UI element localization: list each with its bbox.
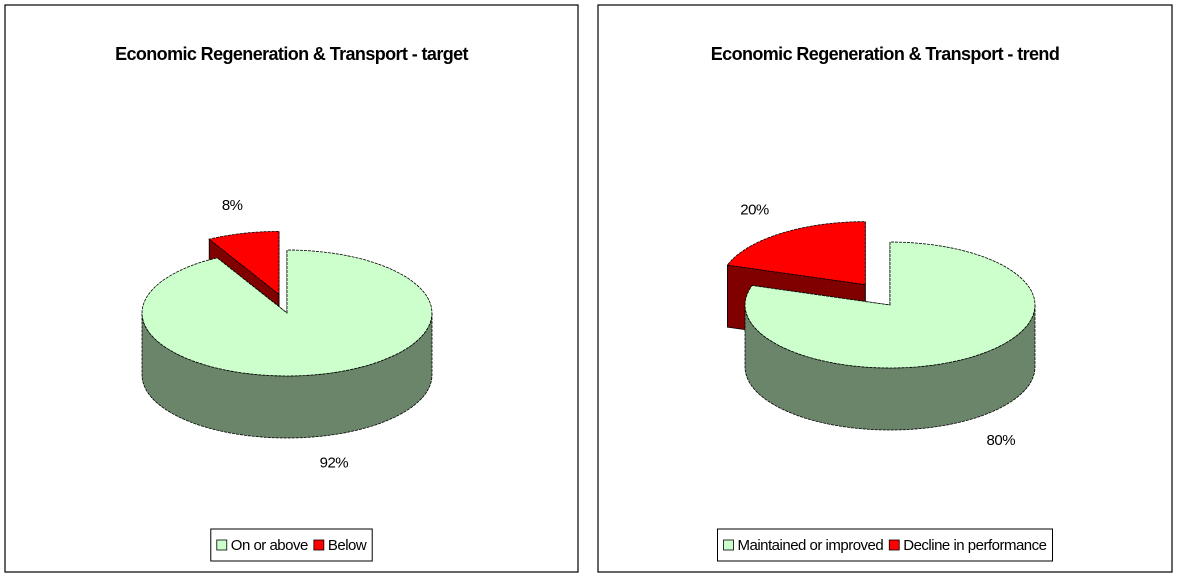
slice-side — [141, 312, 433, 439]
chart-title: Economic Regeneration & Transport - tren… — [711, 44, 1059, 64]
value-label: 20% — [740, 202, 769, 219]
panel-frame — [597, 4, 1173, 573]
legend-swatch — [313, 539, 325, 551]
value-label: 80% — [987, 432, 1016, 449]
legend-label: Decline in performance — [903, 537, 1046, 554]
legend-label: Maintained or improved — [738, 537, 884, 554]
slice — [141, 249, 433, 377]
slice — [726, 221, 866, 286]
slice — [744, 241, 1036, 369]
legend-label: Below — [328, 537, 367, 554]
value-label: 8% — [222, 197, 243, 214]
legend-swatch — [723, 539, 734, 551]
chart-title: Economic Regeneration & Transport - targ… — [115, 44, 468, 64]
legend-swatch — [216, 539, 228, 551]
legend-box — [210, 528, 373, 562]
legend-label: On or above — [231, 537, 308, 554]
value-label: 92% — [320, 454, 349, 471]
legend-box — [717, 528, 1053, 562]
slice — [208, 230, 280, 296]
legend-swatch — [888, 539, 900, 551]
